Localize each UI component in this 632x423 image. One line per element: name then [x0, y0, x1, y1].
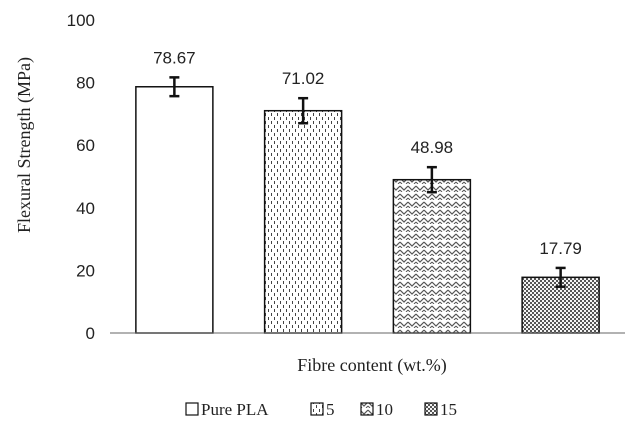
y-tick-label: 80 — [76, 74, 95, 93]
legend-label: 15 — [440, 400, 457, 419]
error-bar — [555, 266, 566, 288]
data-label: 48.98 — [411, 138, 454, 157]
legend-label: 10 — [376, 400, 393, 419]
legend-item: 10 — [360, 400, 393, 419]
legend-item: 5 — [310, 400, 335, 419]
data-label: 78.67 — [153, 48, 196, 67]
legend-label: 5 — [326, 400, 335, 419]
y-tick-label: 40 — [76, 199, 95, 218]
bar — [135, 86, 214, 334]
error-bar — [169, 76, 180, 98]
legend-label: Pure PLA — [201, 400, 269, 419]
y-tick-label: 0 — [86, 324, 95, 343]
bars — [135, 86, 600, 334]
error-bars — [169, 76, 566, 288]
error-bar — [298, 96, 309, 125]
y-tick-label: 60 — [76, 136, 95, 155]
y-tick-label: 100 — [67, 11, 95, 30]
y-axis-ticks: 0 20 40 60 80 100 — [67, 11, 95, 343]
error-bar — [426, 165, 437, 194]
bar — [392, 178, 472, 334]
data-label: 71.02 — [282, 69, 325, 88]
legend-item: 15 — [424, 400, 457, 419]
legend-swatch — [424, 402, 438, 416]
y-tick-label: 20 — [76, 261, 95, 280]
legend-item: Pure PLA — [185, 400, 269, 419]
legend-swatch — [310, 402, 324, 416]
y-axis-title: Flexural Strength (MPa) — [14, 57, 35, 233]
bar — [263, 109, 343, 334]
data-labels: 78.67 71.02 48.98 17.79 — [153, 48, 582, 258]
legend-swatch — [185, 402, 199, 416]
x-axis-title: Fibre content (wt.%) — [297, 355, 446, 376]
legend: Pure PLA 5 10 15 — [185, 400, 457, 419]
legend-swatch — [360, 402, 374, 416]
data-label: 17.79 — [539, 239, 582, 258]
